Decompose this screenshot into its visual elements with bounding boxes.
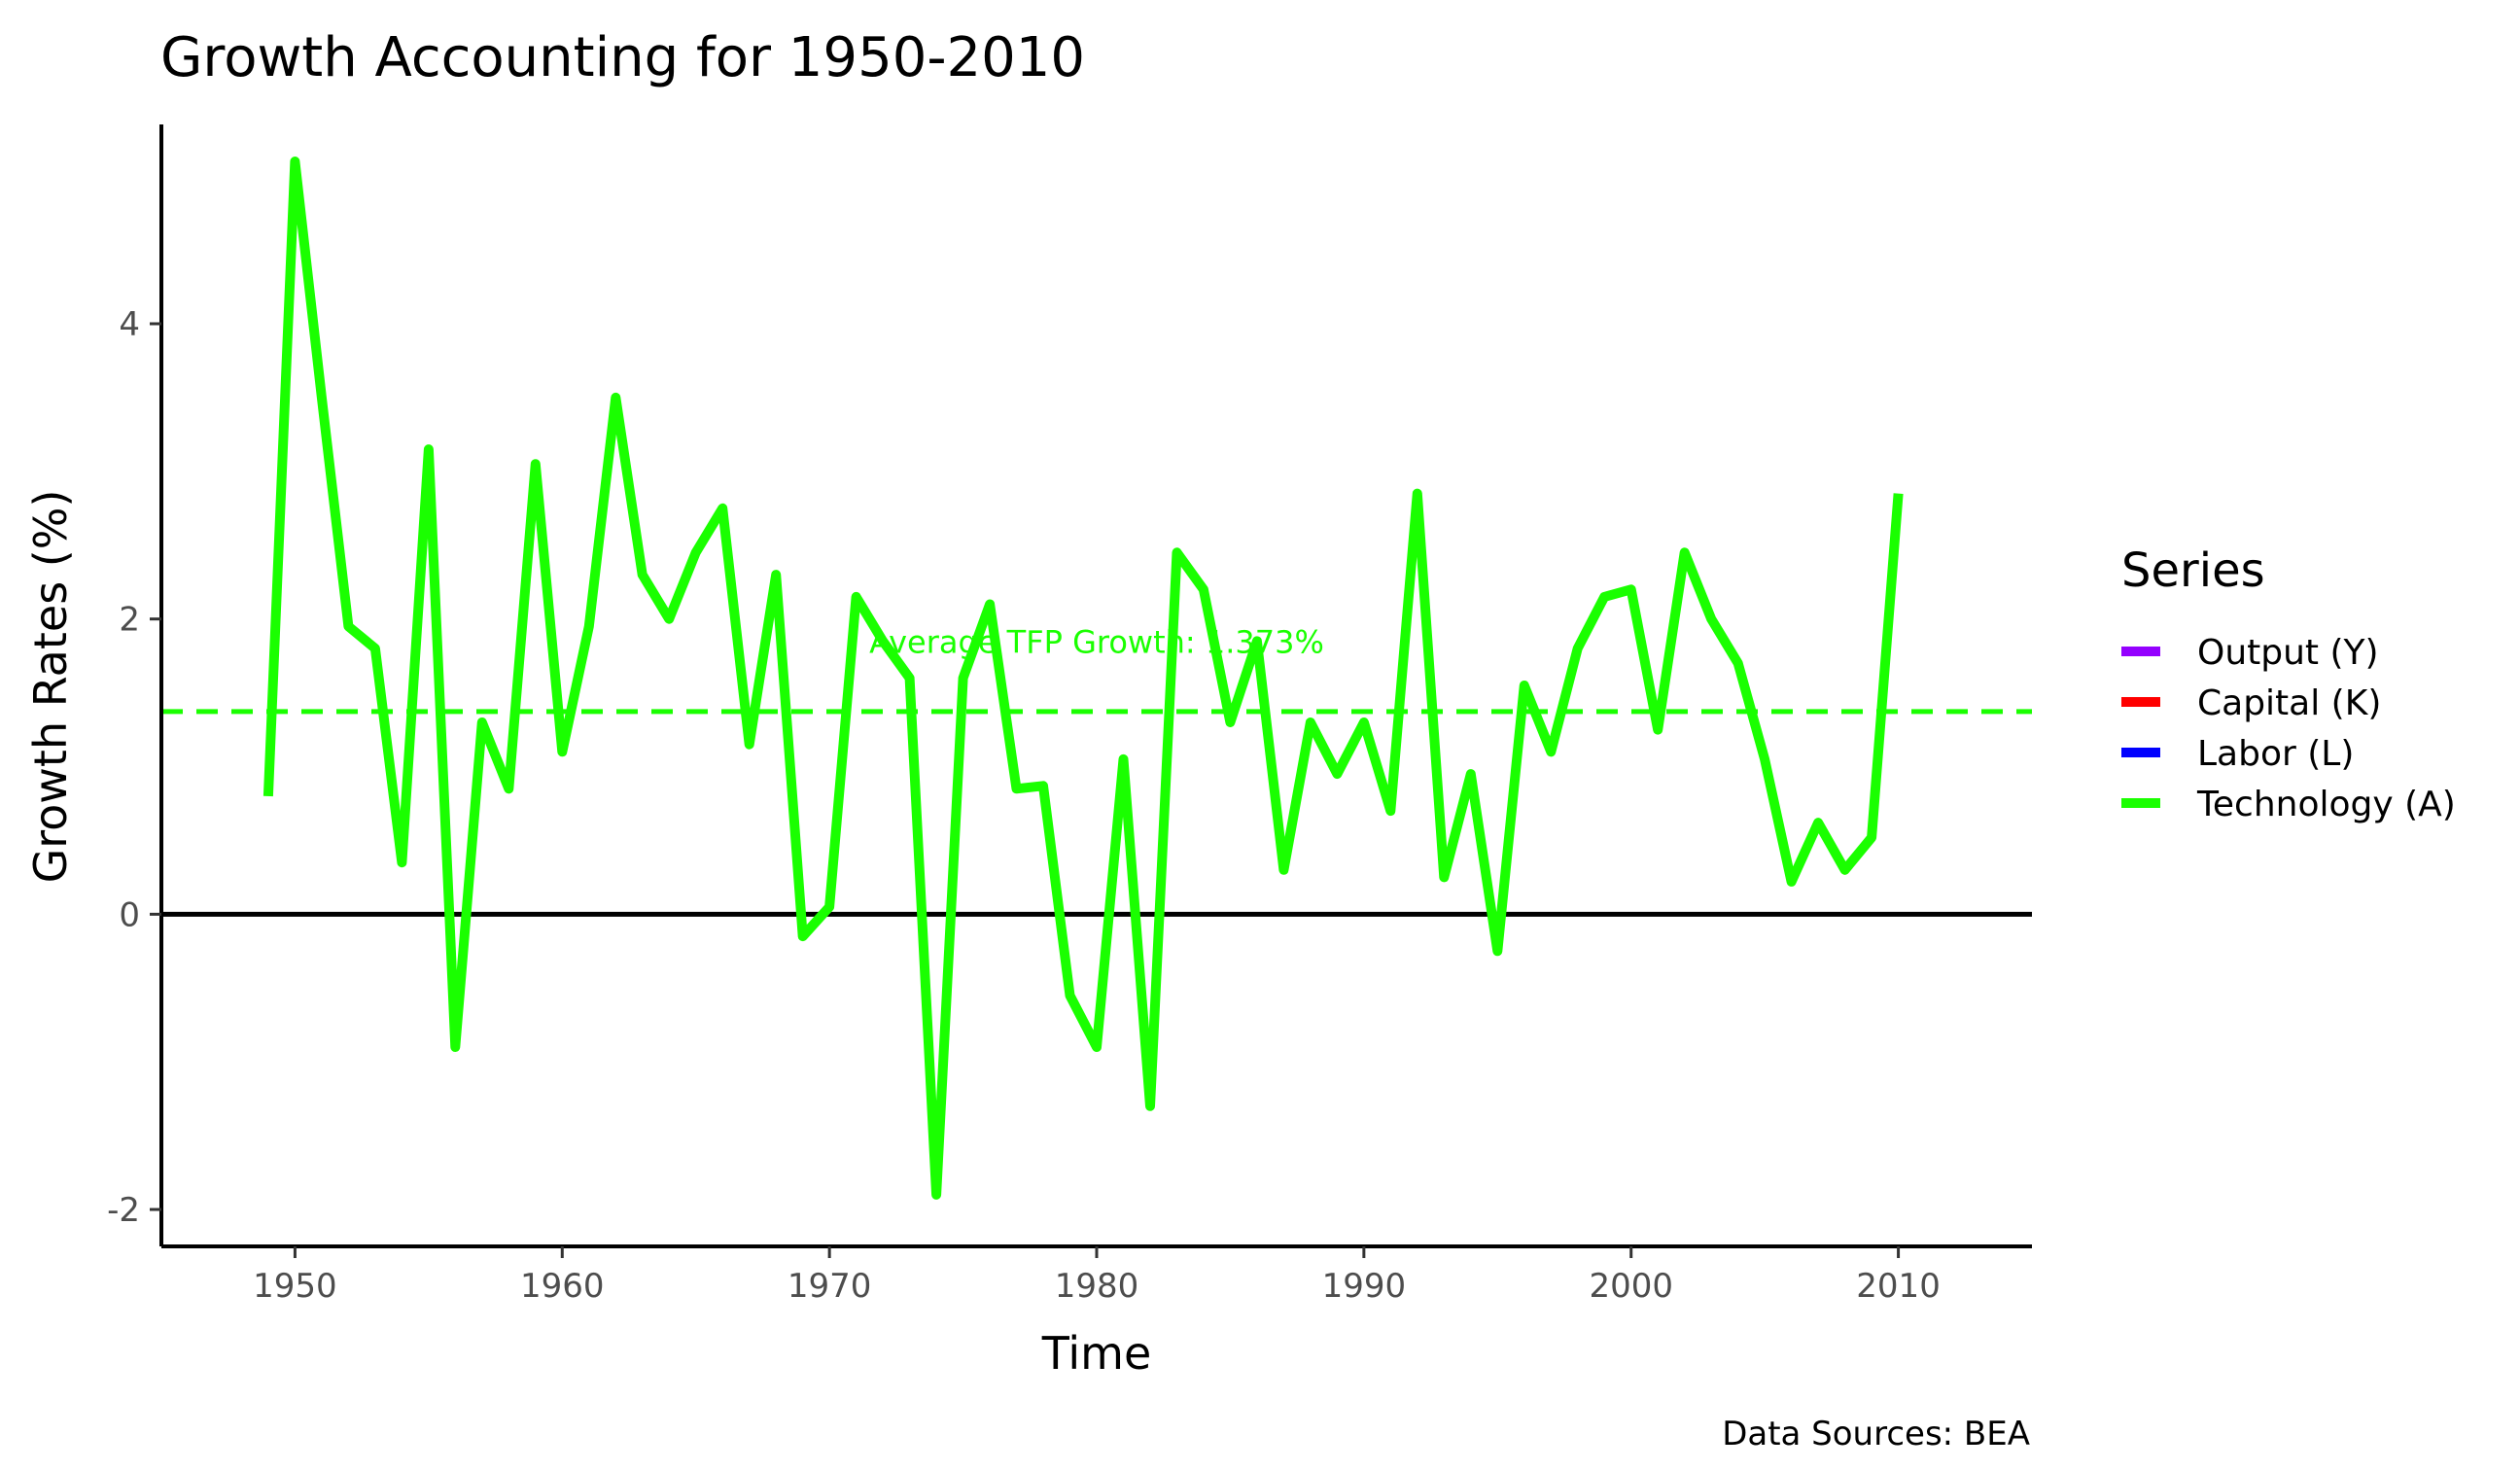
- y-tick-label: 4: [119, 305, 140, 344]
- y-axis-title: Growth Rates (%): [24, 490, 77, 884]
- series-line-technology: [262, 157, 1904, 1200]
- x-axis-ticks: 1950 1960 1970 1980 1990 2000 2010: [253, 1246, 1941, 1306]
- x-tick-label: 2000: [1589, 1267, 1673, 1306]
- x-tick-label: 1990: [1322, 1267, 1407, 1306]
- y-tick-label: -2: [107, 1191, 140, 1230]
- legend-label: Labor (L): [2197, 734, 2354, 774]
- legend-title: Series: [2121, 543, 2265, 598]
- y-tick-label: 0: [119, 895, 140, 934]
- legend: Series Output (Y) Capital (K) Labor (L) Tec…: [2121, 543, 2456, 824]
- y-tick-label: 2: [119, 601, 140, 640]
- series-lines: [262, 157, 1904, 1200]
- x-tick-label: 1960: [520, 1267, 605, 1306]
- plot-area: Average TFP Growth: 1.373%: [161, 157, 2032, 1200]
- chart-title: Growth Accounting for 1950-2010: [160, 26, 1085, 89]
- legend-label: Technology (A): [2196, 785, 2456, 824]
- x-axis-title: Time: [1041, 1327, 1152, 1380]
- x-tick-label: 2010: [1856, 1267, 1941, 1306]
- x-tick-label: 1980: [1055, 1267, 1139, 1306]
- legend-label: Output (Y): [2197, 633, 2379, 673]
- annotations: Average TFP Growth: 1.373%: [869, 623, 1324, 660]
- caption: Data Sources: BEA: [1722, 1415, 2030, 1453]
- x-tick-label: 1950: [253, 1267, 337, 1306]
- y-axis-ticks: -2 0 2 4: [107, 305, 161, 1230]
- x-tick-label: 1970: [788, 1267, 872, 1306]
- average-tfp-annotation: Average TFP Growth: 1.373%: [869, 623, 1324, 660]
- legend-label: Capital (K): [2197, 683, 2381, 723]
